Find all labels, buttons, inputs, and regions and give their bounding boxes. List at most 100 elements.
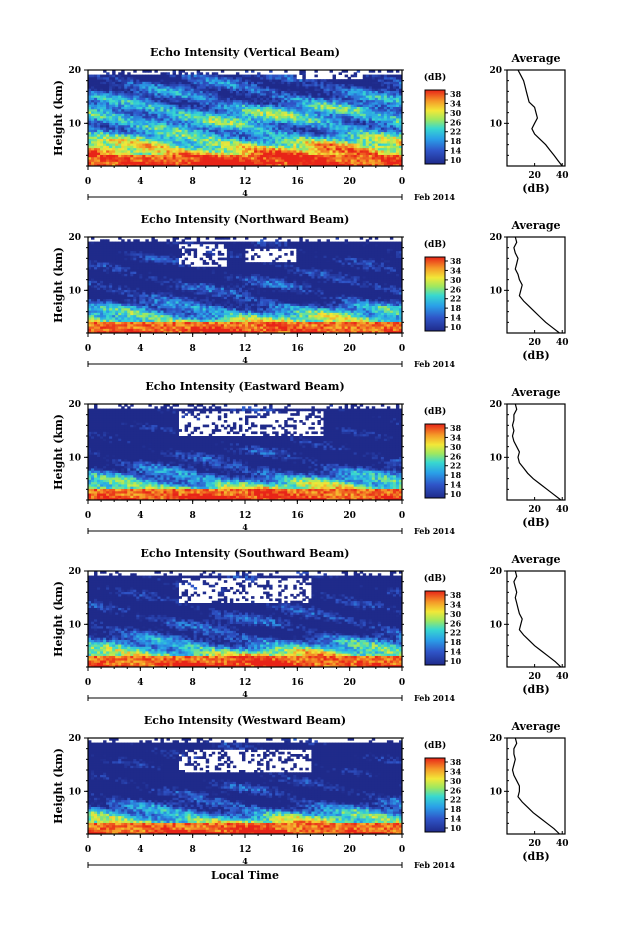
heatmap-cell [136,102,139,105]
heatmap-cell [212,152,215,155]
heatmap-cell [179,125,182,128]
heatmap-cell [254,102,257,105]
heatmap-cell [314,93,317,96]
heatmap-cell [296,129,299,132]
heatmap-cell [212,72,215,75]
heatmap-cell [100,271,103,274]
heatmap-cell [91,86,94,89]
heatmap-cell [118,328,121,331]
heatmap-cell [266,113,269,116]
heatmap-cell [390,125,393,128]
heatmap-cell [248,86,251,89]
heatmap-cell [381,161,384,164]
heatmap-cell [112,93,115,96]
heatmap-cell [112,157,115,160]
heatmap-cell [170,113,173,116]
heatmap-cell [378,102,381,105]
heatmap-cell [127,88,130,91]
heatmap-cell [218,109,221,112]
profile-title: Average [510,52,560,65]
heatmap-cell [293,102,296,105]
heatmap-cell [157,113,160,116]
heatmap-cell [357,161,360,164]
heatmap-cell [287,97,290,100]
heatmap-cell [118,134,121,137]
heatmap-cell [296,104,299,107]
heatmap-cell [239,141,242,144]
heatmap-cell [239,157,242,160]
heatmap-cell [115,303,118,306]
heatmap-cell [133,150,136,153]
heatmap-cell [151,81,154,84]
heatmap-cell [236,88,239,91]
heatmap-cell [357,136,360,139]
heatmap-cell [91,157,94,160]
heatmap-cell [339,109,342,112]
heatmap-cell [239,88,242,91]
heatmap-cell [233,93,236,96]
heatmap-cell [121,109,124,112]
heatmap-cell [176,93,179,96]
heatmap-cell [163,152,166,155]
heatmap-cell [157,102,160,105]
heatmap-cell [390,141,393,144]
heatmap-cell [103,129,106,132]
heatmap-cell [97,303,100,306]
heatmap-cell [293,136,296,139]
heatmap-cell [251,157,254,160]
heatmap-cell [375,109,378,112]
heatmap-cell [287,77,290,80]
heatmap-cell [218,102,221,105]
heatmap-cell [124,81,127,84]
heatmap-cell [290,93,293,96]
heatmap-cell [363,102,366,105]
heatmap-cell [154,129,157,132]
heatmap-cell [124,317,127,320]
heatmap-cell [103,150,106,153]
heatmap-cell [366,113,369,116]
heatmap-cell [236,145,239,148]
heatmap-cell [194,150,197,153]
heatmap-cell [239,134,242,137]
heatmap-cell [182,77,185,80]
heatmap-cell [221,129,224,132]
heatmap-cell [275,104,278,107]
heatmap-cell [372,152,375,155]
heatmap-cell [212,145,215,148]
heatmap-cell [173,120,176,123]
heatmap-cell [257,141,260,144]
heatmap-cell [236,109,239,112]
heatmap-cell [218,136,221,139]
heatmap-cell [299,125,302,128]
heatmap-cell [396,125,399,128]
heatmap-cell [339,150,342,153]
heatmap-cell [94,328,97,331]
heatmap-cell [142,125,145,128]
heatmap-cell [167,157,170,160]
heatmap-cell [327,141,330,144]
heatmap-cell [278,77,281,80]
heatmap-cell [308,152,311,155]
heatmap-cell [272,77,275,80]
heatmap-cell [130,150,133,153]
heatmap-cell [357,113,360,116]
heatmap-cell [302,120,305,123]
heatmap-cell [287,145,290,148]
heatmap-cell [182,134,185,137]
heatmap-cell [254,109,257,112]
heatmap-cell [215,134,218,137]
heatmap-cell [94,129,97,132]
heatmap-cell [94,269,97,272]
heatmap-cell [133,244,136,247]
heatmap-cell [342,104,345,107]
heatmap-cell [281,125,284,128]
heatmap-cell [136,301,139,304]
heatmap-cell [330,113,333,116]
heatmap-cell [112,81,115,84]
heatmap-cell [112,328,115,331]
heatmap-cell [124,269,127,272]
heatmap-cell [97,296,100,299]
heatmap-cell [342,109,345,112]
heatmap-cell [163,109,166,112]
heatmap-cell [266,129,269,132]
